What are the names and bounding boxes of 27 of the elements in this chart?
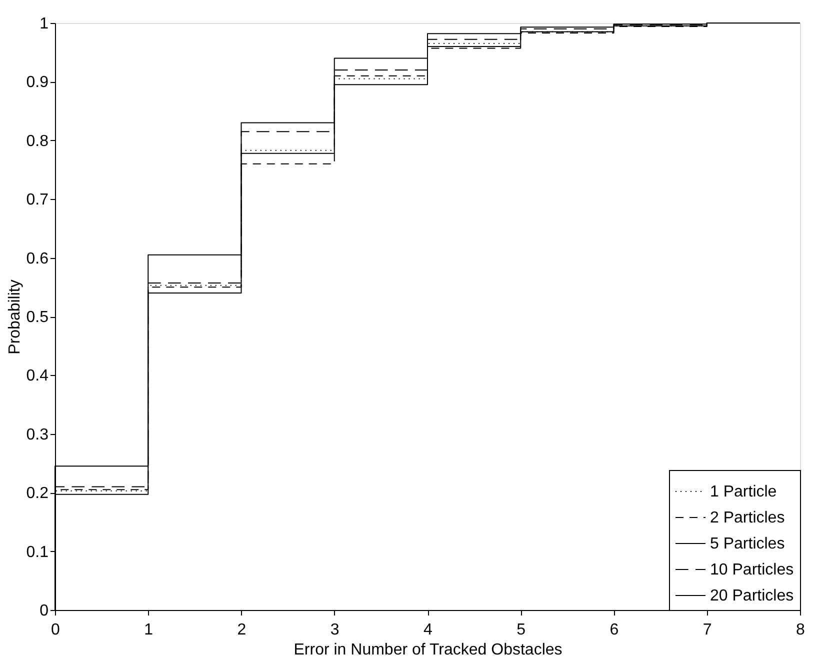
legend-label: 5 Particles bbox=[710, 536, 785, 552]
y-tick-label: 0.6 bbox=[26, 250, 49, 268]
legend-label: 20 Particles bbox=[710, 588, 794, 604]
y-tick-label: 1 bbox=[40, 16, 49, 32]
y-tick-label: 0.2 bbox=[26, 485, 49, 502]
y-tick-label: 0.3 bbox=[26, 426, 49, 444]
legend-label: 10 Particles bbox=[710, 562, 794, 578]
x-tick-label: 4 bbox=[424, 622, 433, 638]
x-axis-title: Error in Number of Tracked Obstacles bbox=[294, 642, 562, 658]
x-tick-label: 8 bbox=[796, 622, 806, 638]
x-tick-label: 2 bbox=[237, 622, 246, 638]
y-tick-label: 0.1 bbox=[26, 544, 49, 561]
x-tick-label: 7 bbox=[702, 622, 712, 638]
y-tick-label: 0 bbox=[40, 602, 49, 620]
x-tick-label: 1 bbox=[144, 622, 154, 638]
y-tick-label: 0.8 bbox=[26, 132, 49, 150]
x-tick-label: 3 bbox=[330, 622, 340, 638]
legend-label: 1 Particle bbox=[710, 484, 777, 500]
x-tick-label: 6 bbox=[610, 622, 619, 638]
y-tick-label: 0.5 bbox=[26, 309, 49, 326]
y-tick-label: 0.9 bbox=[26, 74, 49, 92]
x-tick-label: 0 bbox=[51, 622, 60, 638]
x-tick-label: 5 bbox=[516, 622, 526, 638]
legend-label: 2 Particles bbox=[710, 510, 785, 526]
y-axis-title: Probability bbox=[6, 280, 24, 354]
y-tick-label: 0.7 bbox=[26, 192, 49, 209]
y-tick-label: 0.4 bbox=[26, 368, 49, 385]
